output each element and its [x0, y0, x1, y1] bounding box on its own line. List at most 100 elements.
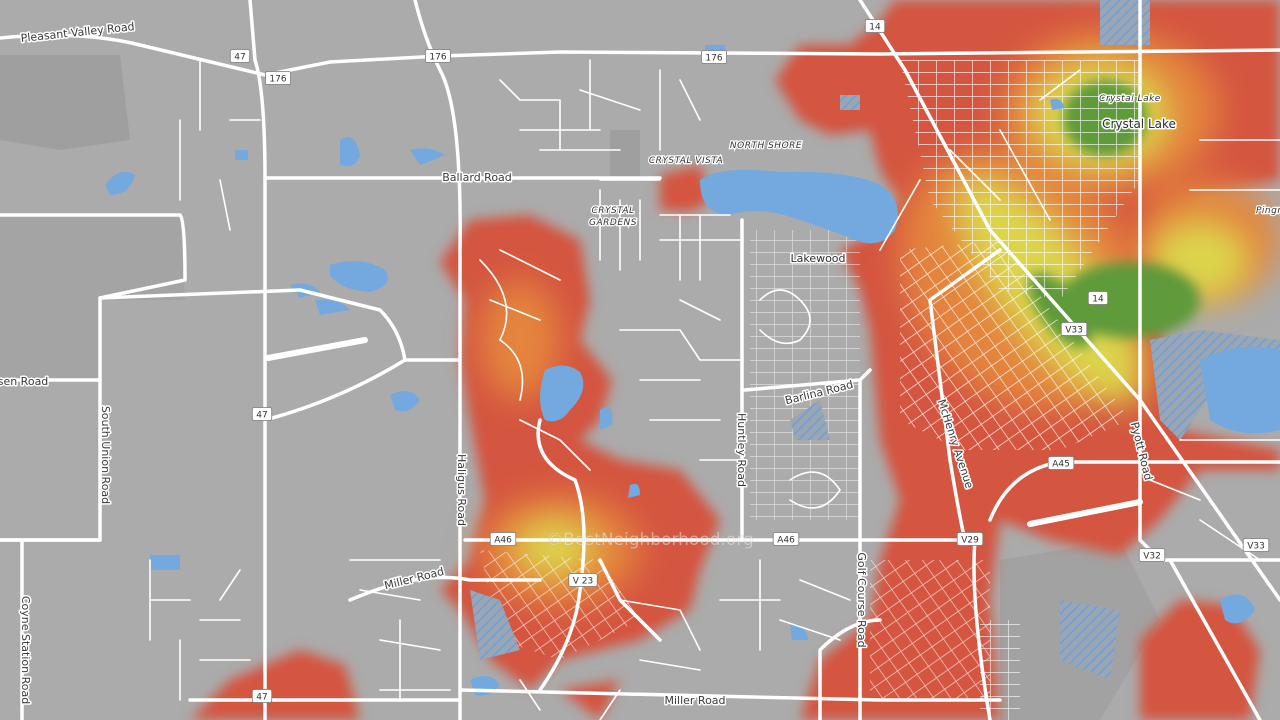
- airstrip: [1027, 499, 1143, 527]
- route-shield: V33: [1242, 538, 1270, 552]
- major-road: [1138, 0, 1280, 562]
- airstrip: [265, 337, 1143, 527]
- place-label: Crystal Lake: [1102, 117, 1176, 131]
- major-road: [928, 248, 1002, 542]
- shield-box: [1242, 538, 1270, 552]
- shield-box: [251, 689, 273, 703]
- lake: [105, 45, 1280, 696]
- shield-label: A46: [494, 536, 512, 546]
- heat-red: [660, 165, 712, 212]
- place-label: GARDENS: [589, 218, 637, 228]
- shield-label: 176: [269, 75, 286, 85]
- street-grid: [870, 560, 990, 700]
- shield-box: [1087, 291, 1109, 305]
- lake: [330, 261, 388, 292]
- restricted-area: [470, 590, 520, 660]
- shield-box: [1060, 322, 1088, 336]
- route-shield: A46: [489, 532, 517, 546]
- airstrip: [265, 337, 368, 361]
- heat-orange: [480, 280, 560, 400]
- major-road: [0, 213, 187, 542]
- minor-road: [499, 59, 701, 151]
- shield-box: [251, 407, 273, 421]
- shield-label: V33: [1065, 326, 1083, 336]
- minor-road: [619, 299, 741, 461]
- minor-road: [759, 289, 841, 509]
- minor-road: [149, 59, 1280, 720]
- lake: [315, 299, 350, 315]
- major-road: [0, 33, 1280, 77]
- shield-label: V29: [961, 536, 979, 546]
- major-road: [858, 0, 1280, 602]
- heat-red: [560, 680, 620, 720]
- route-shield: 47: [251, 407, 273, 421]
- street-grid: [900, 60, 1140, 300]
- heat-green: [1060, 262, 1200, 338]
- lake: [628, 483, 640, 498]
- place-label: CRYSTAL: [591, 206, 634, 216]
- lake: [105, 171, 135, 195]
- road-label: Haligus Road: [455, 454, 468, 526]
- major-road: [348, 575, 542, 602]
- shield-label: 47: [234, 53, 245, 63]
- shield-label: 14: [869, 23, 881, 33]
- minor-road: [479, 249, 591, 471]
- shield-box: [1047, 456, 1075, 470]
- land-patch: [610, 130, 640, 180]
- minor-road: [149, 559, 251, 701]
- street-grid: [900, 240, 1130, 450]
- shield-label: V32: [1143, 552, 1161, 562]
- heat-red: [190, 650, 360, 720]
- road-label: sen Road: [0, 375, 48, 388]
- road-label: South Union Road: [99, 406, 112, 504]
- major-road: [743, 368, 872, 392]
- road-label: Ballard Road: [442, 171, 512, 184]
- place-labels: Crystal Lake Crystal Lake Lakewood NORTH…: [588, 93, 1280, 267]
- major-road: [1168, 558, 1262, 720]
- shield-box: [1138, 548, 1166, 562]
- shield-label: V33: [1247, 542, 1265, 552]
- minor-road: [619, 559, 851, 671]
- lake: [1050, 98, 1065, 110]
- shield-label: A45: [1052, 460, 1070, 470]
- street-grid: [480, 60, 1140, 720]
- major-road: [536, 418, 586, 692]
- shield-label: 47: [256, 411, 267, 421]
- shield-label: A46: [777, 536, 795, 546]
- restricted-area: [1060, 600, 1120, 680]
- road-label: Coyne Station Road: [19, 596, 32, 704]
- route-shield: 176: [425, 49, 451, 63]
- route-shield: 14: [864, 19, 886, 33]
- shield-box: [701, 50, 727, 64]
- lake: [235, 150, 248, 160]
- route-shield: A45: [1047, 456, 1075, 470]
- route-shield: V 23: [568, 573, 598, 587]
- street-grid: [980, 620, 1020, 720]
- shield-label: V 23: [573, 577, 593, 587]
- lake: [410, 148, 445, 165]
- shield-label: 176: [429, 53, 446, 63]
- shield-box: [772, 532, 800, 546]
- lake: [340, 137, 360, 167]
- major-road: [598, 558, 662, 642]
- route-shield: 47: [251, 689, 273, 703]
- minor-road: [879, 69, 1081, 251]
- restricted-area: [840, 95, 860, 110]
- lake: [1200, 346, 1280, 434]
- major-road: [972, 538, 992, 720]
- minor-road: [599, 179, 741, 281]
- road-label: Miller Road: [664, 694, 725, 707]
- lake: [390, 391, 420, 412]
- road-label: Huntley Road: [735, 413, 748, 487]
- major-road: [818, 618, 882, 720]
- major-road: [263, 358, 407, 422]
- minor-road: [349, 559, 451, 701]
- heat-red: [1140, 600, 1260, 720]
- route-shield: 14: [1087, 291, 1109, 305]
- shield-box: [425, 49, 451, 63]
- land-patch: [0, 55, 130, 150]
- route-shield: V29: [956, 532, 984, 546]
- route-shield: V32: [1138, 548, 1166, 562]
- lake: [150, 555, 180, 570]
